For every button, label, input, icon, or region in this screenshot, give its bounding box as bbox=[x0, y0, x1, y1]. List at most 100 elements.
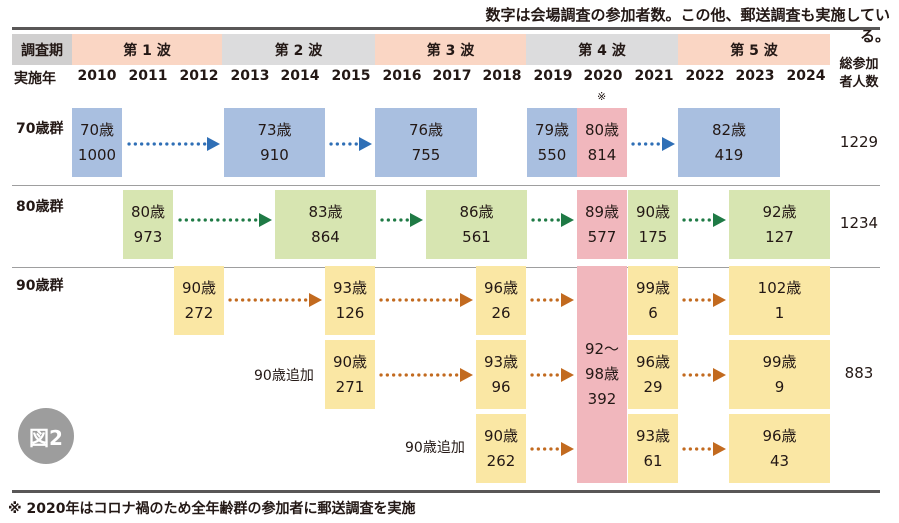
g90-cell-n: 262 bbox=[486, 451, 516, 470]
g80-cell-2014: 83歳 864 bbox=[275, 190, 376, 259]
wave-5: 第 5 波 bbox=[678, 34, 830, 65]
g80-cell-n: 175 bbox=[638, 227, 668, 246]
g90-cell-n: 96 bbox=[491, 377, 511, 396]
g80-cell-age: 86歳 bbox=[459, 202, 494, 221]
g90-cell-n: 26 bbox=[491, 303, 511, 322]
year-2021: 2021 bbox=[634, 68, 674, 84]
g90-cell-n: 29 bbox=[643, 377, 663, 396]
g80-cell-n: 561 bbox=[462, 227, 491, 246]
g90-r3-cell-2018: 90歳 262 bbox=[476, 414, 526, 483]
year-2018: 2018 bbox=[482, 68, 522, 84]
g90-cell-age: 93歳 bbox=[635, 426, 671, 445]
g90-cell-age: 93歳 bbox=[332, 278, 368, 297]
dotted-arrow bbox=[329, 137, 372, 151]
g90-r3-cell-2023: 96歳 43 bbox=[729, 414, 830, 483]
period-label: 調査期 bbox=[12, 34, 72, 65]
g90-cell-n: 43 bbox=[769, 451, 790, 470]
dotted-arrow bbox=[380, 213, 423, 227]
g80-cell-n: 864 bbox=[311, 227, 340, 246]
year-2010: 2010 bbox=[77, 68, 117, 84]
year-2022: 2022 bbox=[685, 68, 725, 84]
g70-cell-2020: 80歳 814 bbox=[577, 108, 627, 177]
g90-add1-label: 90歳追加 bbox=[254, 368, 314, 384]
g70-cell-2016: 76歳 755 bbox=[375, 108, 477, 177]
g90-cell-age: 99歳 bbox=[635, 278, 671, 297]
dotted-arrow bbox=[228, 293, 322, 307]
dotted-arrow bbox=[127, 137, 220, 151]
g90-cell-age: 96歳 bbox=[483, 278, 519, 297]
dotted-arrow bbox=[682, 368, 726, 382]
group-70-label: 70歳群 bbox=[16, 121, 64, 137]
g80-cell-2011: 80歳 973 bbox=[123, 190, 173, 259]
year-2017: 2017 bbox=[432, 68, 472, 84]
g70-cell-n: 814 bbox=[587, 145, 617, 164]
g70-cell-age: 80歳 bbox=[584, 120, 620, 139]
year-2020: 2020 bbox=[583, 68, 623, 84]
g80-cell-2023: 92歳 127 bbox=[729, 190, 830, 259]
g70-cell-n: 755 bbox=[411, 145, 441, 164]
g90-r2-cell-2015: 90歳 271 bbox=[325, 340, 375, 409]
year-2012: 2012 bbox=[179, 68, 219, 84]
separator-70-80 bbox=[12, 185, 880, 186]
g80-cell-2020: 89歳 577 bbox=[577, 190, 627, 259]
g90-cell-n: 271 bbox=[335, 377, 365, 396]
g80-cell-n: 973 bbox=[133, 227, 163, 246]
g80-cell-n: 127 bbox=[765, 227, 794, 246]
g90-r1-cell-2021: 99歳 6 bbox=[628, 266, 678, 335]
g90-cell-n: 126 bbox=[335, 303, 365, 322]
g70-cell-n: 1000 bbox=[77, 145, 117, 164]
g70-cell-n: 550 bbox=[537, 145, 567, 164]
g90-cell-age: 90歳 bbox=[332, 352, 368, 371]
g90-r1-cell-2018: 96歳 26 bbox=[476, 266, 526, 335]
year-2013: 2013 bbox=[230, 68, 270, 84]
g90-merged-n: 392 bbox=[587, 390, 617, 408]
g90-merged-2020: 92〜 98歳 392 bbox=[577, 266, 627, 483]
group-90-label: 90歳群 bbox=[16, 278, 64, 294]
year-2015: 2015 bbox=[331, 68, 371, 84]
g90-total: 883 bbox=[844, 364, 874, 382]
dotted-arrow bbox=[530, 442, 574, 456]
g90-cell-n: 9 bbox=[774, 377, 785, 396]
g70-cell-2019: 79歳 550 bbox=[527, 108, 577, 177]
dotted-arrow bbox=[682, 293, 726, 307]
g80-cell-age: 80歳 bbox=[130, 202, 166, 221]
year-2014: 2014 bbox=[280, 68, 320, 84]
g90-merged-age2: 98歳 bbox=[584, 365, 620, 383]
g90-cell-age: 93歳 bbox=[483, 352, 519, 371]
bottom-rule bbox=[12, 490, 880, 493]
wave-3: 第 3 波 bbox=[375, 34, 526, 65]
year-2023: 2023 bbox=[735, 68, 775, 84]
g90-cell-age: 96歳 bbox=[635, 352, 671, 371]
dotted-arrow bbox=[530, 293, 574, 307]
g70-cell-age: 79歳 bbox=[534, 120, 570, 139]
figure-badge: 図2 bbox=[18, 408, 74, 464]
g70-cell-age: 82歳 bbox=[711, 120, 747, 139]
dotted-arrow bbox=[178, 213, 272, 227]
g80-cell-age: 89歳 bbox=[584, 202, 620, 221]
top-rule bbox=[12, 27, 880, 30]
g90-add2-label: 90歳追加 bbox=[405, 440, 465, 456]
g80-cell-2017: 86歳 561 bbox=[426, 190, 527, 259]
g80-cell-age: 83歳 bbox=[308, 202, 343, 221]
g90-cell-n: 6 bbox=[648, 303, 658, 322]
dotted-arrow bbox=[682, 213, 726, 227]
g90-merged-age: 92〜 bbox=[584, 340, 620, 358]
g90-r1-cell-2012: 90歳 272 bbox=[174, 266, 224, 335]
g90-cell-age: 102歳 bbox=[757, 278, 802, 297]
g90-r3-cell-2021: 93歳 61 bbox=[628, 414, 678, 483]
dotted-arrow bbox=[379, 293, 473, 307]
g90-r1-cell-2023: 102歳 1 bbox=[729, 266, 830, 335]
g70-total: 1229 bbox=[839, 133, 879, 151]
dotted-arrow bbox=[530, 368, 574, 382]
g70-cell-n: 910 bbox=[260, 145, 289, 164]
g70-cell-2010: 70歳 1000 bbox=[72, 108, 122, 177]
total-header-line2: 者人数 bbox=[839, 75, 879, 90]
g80-cell-n: 577 bbox=[587, 227, 617, 246]
year-2016: 2016 bbox=[382, 68, 422, 84]
group-80-label: 80歳群 bbox=[16, 199, 64, 215]
g70-cell-age: 76歳 bbox=[408, 120, 444, 139]
g90-cell-n: 1 bbox=[774, 303, 785, 322]
year-2024: 2024 bbox=[786, 68, 826, 84]
g70-cell-age: 70歳 bbox=[79, 120, 115, 139]
total-header-line1: 総参加 bbox=[839, 57, 879, 72]
